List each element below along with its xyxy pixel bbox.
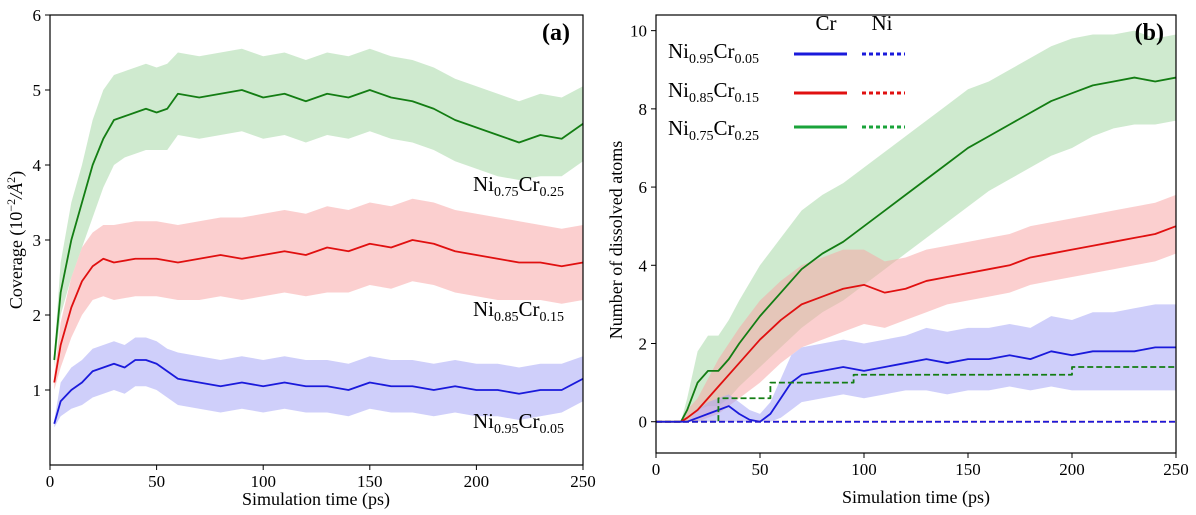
label-sub: 0.85	[494, 310, 519, 325]
y-tick-label: 2	[33, 306, 42, 325]
x-tick-label: 250	[570, 472, 596, 491]
y-tick-label: 3	[33, 231, 42, 250]
series-line-1	[53, 239, 584, 383]
label-sub: 0.15	[735, 91, 760, 106]
series-line-2	[53, 359, 584, 424]
panel-a-y-axis-title-close: )	[6, 171, 27, 177]
panel-a-label-ni095cr005: Ni0.95Cr0.05	[473, 409, 564, 437]
panel-a-y-axis-title: Coverage (10−2/Å2)	[4, 171, 27, 309]
label-sub: 0.15	[540, 310, 565, 325]
panel-b-frame	[655, 14, 1177, 454]
x-tick-label: 150	[357, 472, 383, 491]
x-tick-label: 250	[1163, 460, 1189, 479]
label-sub: 0.05	[540, 422, 565, 437]
label-base: Ni	[473, 409, 494, 433]
label-sub: 0.75	[494, 185, 519, 200]
panel-a-y-axis-title-main: Coverage (10	[6, 212, 27, 309]
x-tick-label: 150	[955, 460, 981, 479]
uncertainty-band-2	[54, 337, 584, 428]
panel-b: 0 50 100 150 200 250 0 2 4 6 8 10 Simulation time …	[606, 11, 1189, 508]
y-tick-label: 4	[639, 256, 648, 275]
uncertainty-band-2	[656, 304, 1176, 422]
series-line-0	[53, 89, 584, 361]
label-base: Cr	[519, 172, 540, 196]
panel-a-y-ticks: 1 2 3 4 5 6	[33, 6, 50, 400]
y-tick-label: 5	[33, 81, 42, 100]
label-base: Ni	[668, 116, 689, 140]
uncertainty-band-1	[54, 198, 584, 390]
label-base: Cr	[519, 297, 540, 321]
panel-b-y-axis-title: Number of dissolved atoms	[606, 141, 626, 339]
label-base: Cr	[519, 409, 540, 433]
panel-a-y-axis-title-unit-exp: 2	[4, 177, 18, 183]
y-tick-label: 2	[639, 335, 648, 354]
label-base: Cr	[714, 39, 735, 63]
panel-a-label-ni075cr025: Ni0.75Cr0.25	[473, 172, 564, 200]
label-base: Ni	[473, 297, 494, 321]
y-tick-label: 6	[639, 178, 648, 197]
series-line-1	[656, 225, 1177, 423]
label-sub: 0.05	[735, 52, 760, 67]
series-line-3	[656, 366, 1176, 423]
legend-row-ni075cr025: Ni0.75Cr0.25	[668, 116, 759, 144]
panel-a: 0 50 100 150 200 250 1 2 3 4 5 6 Simulation time (…	[4, 6, 596, 510]
label-sub: 0.85	[689, 91, 714, 106]
label-base: Ni	[473, 172, 494, 196]
uncertainty-band-0	[54, 48, 584, 368]
panel-a-bands	[54, 48, 584, 428]
label-sub: 0.75	[689, 129, 714, 144]
panel-b-bands	[656, 30, 1176, 422]
panel-a-label: (a)	[542, 20, 570, 46]
y-tick-label: 10	[630, 22, 647, 41]
label-base: Cr	[714, 116, 735, 140]
panel-b-x-ticks: 0 50 100 150 200 250	[652, 453, 1189, 479]
x-tick-label: 100	[250, 472, 276, 491]
panel-b-legend: Cr Ni Ni0.95Cr0.05 Ni0.85Cr0.15 Ni0.75Cr…	[668, 11, 905, 144]
x-tick-label: 100	[851, 460, 877, 479]
x-tick-label: 200	[1059, 460, 1085, 479]
y-tick-label: 8	[639, 100, 648, 119]
label-sub: 0.25	[735, 129, 760, 144]
label-sub: 0.95	[494, 422, 519, 437]
legend-col-cr: Cr	[816, 11, 837, 35]
y-tick-label: 6	[33, 6, 42, 25]
panel-a-label-ni085cr015: Ni0.85Cr0.15	[473, 297, 564, 325]
series-line-2	[656, 346, 1176, 423]
panel-a-y-axis-title-exp: −2	[4, 199, 18, 212]
x-tick-label: 50	[752, 460, 769, 479]
legend-row-ni095cr005: Ni0.95Cr0.05	[668, 39, 759, 67]
panel-b-label: (b)	[1135, 20, 1164, 46]
panel-a-x-ticks: 0 50 100 150 200 250	[46, 465, 596, 491]
label-base: Cr	[714, 78, 735, 102]
label-sub: 0.95	[689, 52, 714, 67]
x-tick-label: 50	[148, 472, 165, 491]
panel-a-lines	[53, 89, 584, 424]
panel-a-x-axis-title: Simulation time (ps)	[242, 489, 390, 510]
panel-b-x-axis-title: Simulation time (ps)	[842, 487, 990, 508]
legend-col-ni: Ni	[872, 11, 893, 35]
series-line-0	[656, 76, 1177, 423]
panel-b-lines	[656, 76, 1177, 423]
label-base: Ni	[668, 39, 689, 63]
x-tick-label: 0	[652, 460, 661, 479]
y-tick-label: 1	[33, 381, 42, 400]
panel-a-y-axis-title-unit: /Å	[6, 182, 26, 200]
legend-row-ni085cr015: Ni0.85Cr0.15	[668, 78, 759, 106]
uncertainty-band-1	[656, 194, 1176, 422]
label-sub: 0.25	[540, 185, 565, 200]
x-tick-label: 0	[46, 472, 55, 491]
y-tick-label: 4	[33, 156, 42, 175]
x-tick-label: 200	[464, 472, 490, 491]
label-base: Ni	[668, 78, 689, 102]
y-tick-label: 0	[639, 413, 648, 432]
panel-b-y-ticks: 0 2 4 6 8 10	[630, 22, 656, 432]
